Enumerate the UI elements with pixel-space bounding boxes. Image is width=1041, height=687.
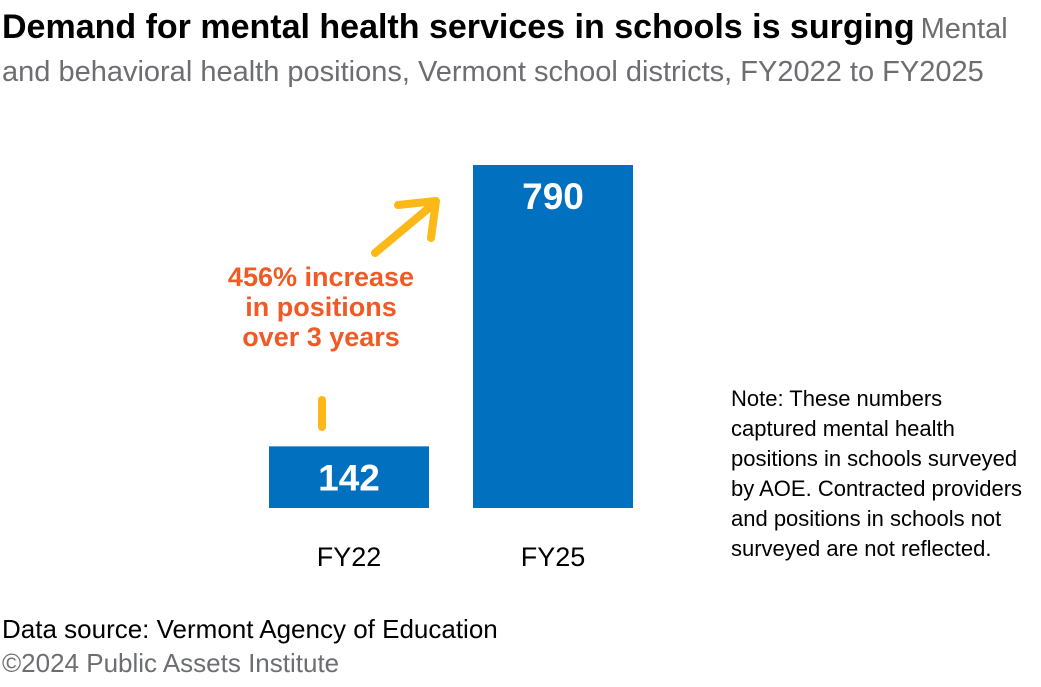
category-label-fy25: FY25: [521, 542, 586, 572]
chart-title: Demand for mental health services in sch…: [2, 8, 915, 46]
data-source: Data source: Vermont Agency of Education: [2, 614, 498, 644]
copyright: ©2024 Public Assets Institute: [2, 648, 340, 678]
increase-arrow: [318, 197, 440, 431]
value-label-fy22: 142: [318, 457, 380, 498]
bars-group: 142 FY22 790 FY25: [269, 165, 633, 572]
increase-annotation: 456% increase in positions over 3 years: [227, 262, 415, 352]
chart-note: Note: These numbers captured mental heal…: [731, 386, 1023, 561]
bar-fy25: [473, 165, 633, 508]
chart-subtitle: Mental and behavioral health positions, …: [2, 13, 1008, 88]
chart-header: Demand for mental health services in sch…: [2, 8, 1032, 96]
value-label-fy25: 790: [522, 176, 584, 217]
category-label-fy22: FY22: [317, 542, 382, 572]
bar-fy22: [269, 446, 429, 508]
